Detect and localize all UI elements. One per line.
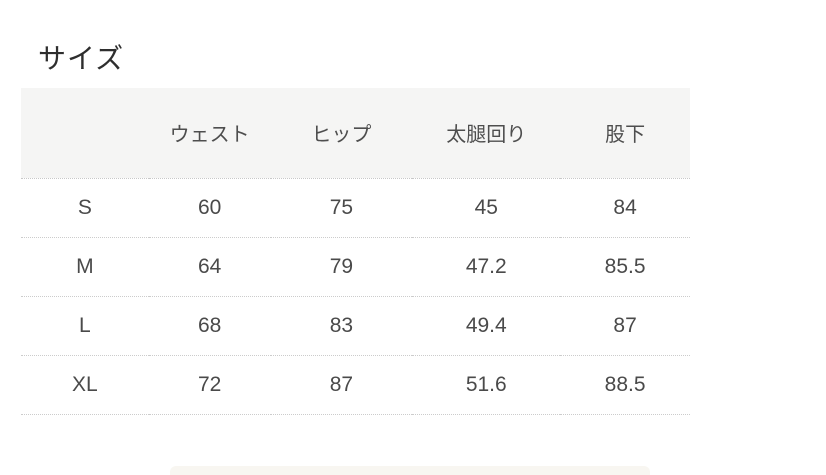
cell-hip: 79: [270, 237, 413, 297]
table-row-s: S 60 75 45 84: [21, 178, 690, 238]
header-row: ウェスト ヒップ 太腿回り 股下: [21, 88, 690, 179]
cell-thigh: 47.2: [412, 237, 561, 297]
column-header-waist: ウェスト: [148, 88, 271, 179]
cell-inseam: 85.5: [560, 237, 690, 297]
cell-thigh: 49.4: [412, 296, 561, 356]
cell-hip: 87: [270, 355, 413, 415]
cell-waist: 60: [148, 178, 271, 238]
table-row-l: L 68 83 49.4 87: [21, 296, 690, 356]
size-table-header: ウェスト ヒップ 太腿回り 股下: [21, 88, 690, 179]
cell-waist: 68: [148, 296, 271, 356]
cell-waist: 72: [148, 355, 271, 415]
size-table: ウェスト ヒップ 太腿回り 股下 S 60 75 45 84 M 64 79 4…: [21, 88, 690, 415]
cell-size-label: XL: [21, 355, 149, 415]
column-header-hip: ヒップ: [270, 88, 413, 179]
size-table-body: S 60 75 45 84 M 64 79 47.2 85.5 L 68 83 …: [21, 178, 690, 415]
cell-hip: 83: [270, 296, 413, 356]
cell-size-label: L: [21, 296, 149, 356]
page-title: サイズ: [38, 42, 125, 74]
column-header-thigh: 太腿回り: [412, 88, 561, 179]
column-header-inseam: 股下: [560, 88, 690, 179]
table-row-xl: XL 72 87 51.6 88.5: [21, 355, 690, 415]
cell-waist: 64: [148, 237, 271, 297]
cell-size-label: S: [21, 178, 149, 238]
table-row-m: M 64 79 47.2 85.5: [21, 237, 690, 297]
cell-inseam: 87: [560, 296, 690, 356]
cell-size-label: M: [21, 237, 149, 297]
partial-bottom-element: [170, 466, 650, 475]
cell-inseam: 88.5: [560, 355, 690, 415]
cell-thigh: 45: [412, 178, 561, 238]
cell-hip: 75: [270, 178, 413, 238]
cell-thigh: 51.6: [412, 355, 561, 415]
cell-inseam: 84: [560, 178, 690, 238]
column-header-size: [21, 88, 149, 179]
